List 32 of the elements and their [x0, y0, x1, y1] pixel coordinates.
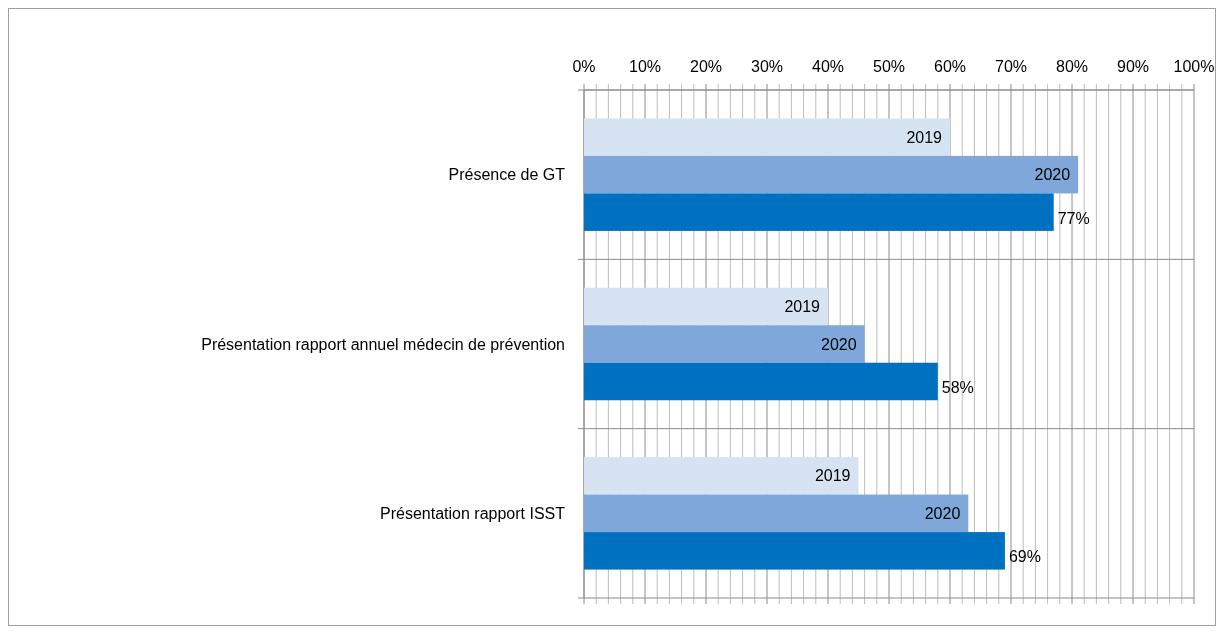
text: 2020	[821, 335, 857, 353]
x-tick-label: 90%	[1116, 58, 1150, 75]
x-tick-label: 10%	[628, 58, 662, 75]
x-tick-label: 70%	[994, 58, 1028, 75]
x-tick-label: 0%	[572, 58, 596, 75]
data-label: 69%	[1008, 548, 1041, 566]
bar	[584, 325, 865, 363]
bar	[584, 155, 1079, 194]
x-tick-label: 80%	[1055, 58, 1089, 75]
bar	[584, 287, 828, 326]
bar	[584, 532, 1005, 570]
y-tick-label: Présence de GT	[448, 166, 566, 184]
series-label: 2019	[906, 128, 943, 146]
y-tick-label: Présentation rapport ISST	[380, 504, 566, 522]
text: 2020	[924, 504, 961, 522]
y-tick-label: Présentation rapport annuel médecin de prévention	[201, 335, 565, 353]
x-tick-label: 100%	[1173, 58, 1215, 75]
bar	[584, 494, 969, 533]
x-tick-label: 50%	[872, 58, 906, 75]
bar	[584, 362, 938, 401]
series-label: 2020	[1034, 166, 1071, 184]
text: 2019	[784, 298, 820, 316]
bar	[584, 193, 1054, 231]
data-label: 77%	[1057, 209, 1090, 227]
text: 2019	[814, 467, 851, 485]
x-tick-label: 30%	[750, 58, 784, 75]
bar	[584, 457, 859, 495]
x-tick-label: 60%	[933, 58, 967, 75]
x-tick-label: 20%	[689, 58, 723, 75]
x-tick-label: 40%	[811, 58, 845, 75]
data-label: 58%	[941, 379, 974, 397]
bar	[584, 118, 950, 156]
